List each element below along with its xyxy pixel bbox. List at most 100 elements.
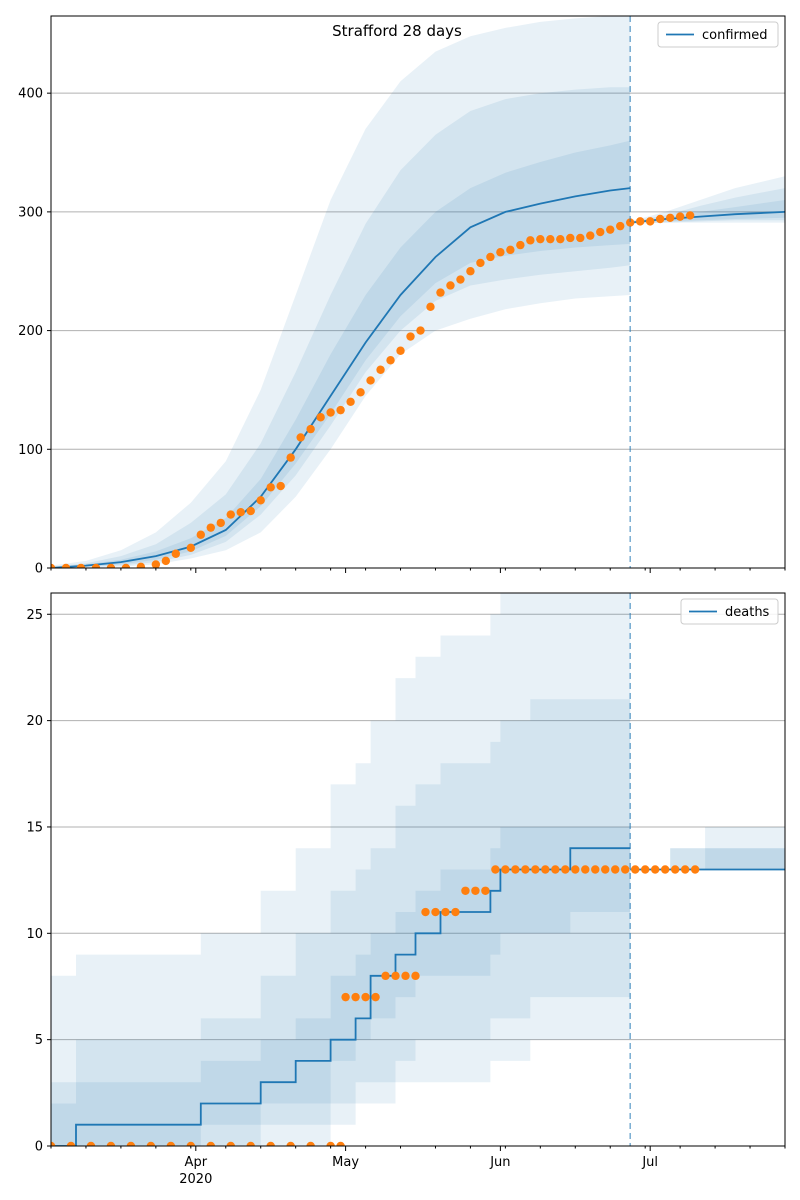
observed-point <box>206 523 215 532</box>
model-band-outer <box>51 16 631 568</box>
x-tick-label: Jul <box>641 1155 658 1170</box>
observed-point <box>680 865 690 874</box>
observed-point <box>511 865 520 874</box>
observed-point <box>186 543 196 553</box>
observed-point <box>650 865 660 874</box>
observed-point <box>286 1141 295 1146</box>
observed-point <box>531 865 540 874</box>
y-tick-label: 5 <box>35 1033 43 1048</box>
axes-frame <box>50 592 786 1147</box>
observed-point <box>675 212 685 221</box>
observed-point <box>391 971 400 981</box>
model-band-mid <box>51 87 631 568</box>
x-tick-label: Apr <box>185 1155 208 1170</box>
observed-point <box>471 886 480 895</box>
observed-point <box>326 1141 335 1146</box>
observed-point <box>371 992 380 1002</box>
observed-point <box>196 530 205 539</box>
forecast-band-outer <box>630 176 785 224</box>
observed-point <box>521 865 530 874</box>
confirmed-panel: 0 100 200 300 400 confirmed <box>18 15 786 577</box>
y-tick-label: 400 <box>18 87 43 102</box>
observed-point <box>306 424 315 434</box>
observed-point <box>361 992 370 1002</box>
y-tick-label: 10 <box>26 927 43 942</box>
observed-point <box>576 233 585 243</box>
observed-point <box>266 483 275 492</box>
observed-point <box>151 560 161 568</box>
observed-point <box>591 865 600 874</box>
observed-point <box>581 865 590 874</box>
observed-point <box>86 1141 96 1146</box>
observed-point <box>516 240 525 250</box>
model-band-mid <box>51 699 631 1146</box>
observed-point <box>216 518 225 528</box>
observed-point <box>126 1141 136 1146</box>
observed-point <box>601 865 610 874</box>
legend-label: deaths <box>725 605 770 620</box>
observed-point <box>166 1141 176 1146</box>
x-tick-label: May <box>332 1155 359 1170</box>
observed-point <box>611 865 620 874</box>
observed-point <box>441 907 450 917</box>
observed-point <box>536 234 545 244</box>
observed-point <box>685 211 695 220</box>
observed-point <box>631 865 640 874</box>
legend: confirmed <box>657 21 779 48</box>
legend-label: confirmed <box>702 28 768 43</box>
observed-point <box>266 1141 275 1146</box>
observed-point <box>660 865 670 874</box>
observed-point <box>226 1141 235 1146</box>
observed-point <box>51 1141 56 1146</box>
observed-point <box>376 365 385 374</box>
observed-point <box>506 245 515 255</box>
forecast-band-mid <box>630 827 785 870</box>
forecast-band-outer <box>630 805 785 870</box>
model-band-inner <box>51 827 631 1146</box>
observed-point <box>556 234 565 244</box>
observed-point <box>161 556 171 566</box>
observed-point <box>690 865 700 874</box>
axes-frame <box>50 15 786 569</box>
deaths-panel: 0 5 10 15 20 25 Apr May Jun Jul 2020 deaths <box>26 592 786 1187</box>
observed-point <box>486 252 495 262</box>
observed-point <box>496 248 505 257</box>
model-band-inner <box>51 140 631 568</box>
forecast-band-inner <box>630 848 785 870</box>
observed-point <box>206 1141 215 1146</box>
observed-point <box>396 346 405 355</box>
y-tick-label: 100 <box>18 443 43 458</box>
observed-point <box>186 1141 196 1146</box>
observed-point <box>640 865 650 874</box>
observed-point <box>541 865 550 874</box>
observed-point <box>171 549 181 558</box>
observed-point <box>446 281 455 290</box>
y-tick-label: 0 <box>35 1140 43 1155</box>
observed-point <box>146 1141 156 1146</box>
observed-point <box>136 562 146 568</box>
y-tick-label: 200 <box>18 324 43 339</box>
y-tick-label: 20 <box>26 714 43 729</box>
observed-point <box>436 288 445 297</box>
observed-point <box>406 332 415 341</box>
observed-point <box>456 275 465 284</box>
observed-point <box>416 326 425 335</box>
observed-point <box>246 506 255 516</box>
observed-point <box>526 236 535 245</box>
x-year-label: 2020 <box>179 1172 212 1187</box>
observed-point <box>491 865 500 874</box>
observed-point <box>106 563 116 568</box>
observed-point <box>626 218 635 227</box>
observed-point <box>476 258 485 268</box>
observed-point <box>606 225 615 234</box>
observed-point <box>336 405 345 415</box>
y-tick-label: 25 <box>26 608 43 623</box>
observed-point <box>401 971 410 981</box>
plot-area <box>51 16 785 568</box>
observed-point <box>381 971 390 981</box>
observed-point <box>246 1141 255 1146</box>
observed-point <box>256 496 265 505</box>
observed-point <box>596 227 605 237</box>
observed-point <box>421 907 430 917</box>
